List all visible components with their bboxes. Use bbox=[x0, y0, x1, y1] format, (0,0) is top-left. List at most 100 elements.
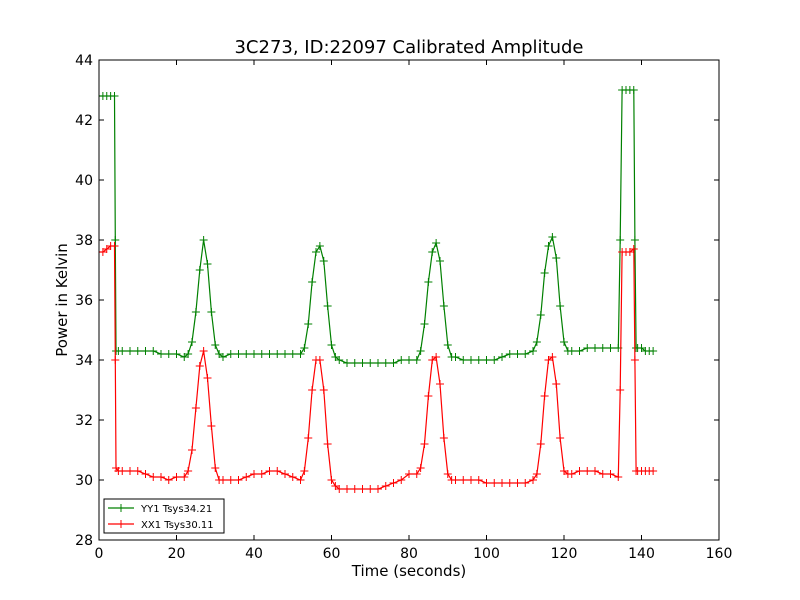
data-point bbox=[567, 470, 576, 478]
data-point bbox=[532, 470, 541, 478]
y-tick-label: 42 bbox=[75, 113, 93, 129]
data-point bbox=[273, 350, 282, 358]
data-point bbox=[184, 350, 193, 358]
data-point bbox=[567, 347, 576, 355]
data-point bbox=[540, 269, 549, 277]
data-point bbox=[323, 302, 332, 310]
data-point bbox=[184, 467, 193, 475]
data-point bbox=[366, 485, 375, 493]
data-point bbox=[616, 386, 625, 394]
data-point bbox=[265, 350, 274, 358]
data-point bbox=[296, 350, 305, 358]
data-point bbox=[416, 464, 425, 472]
data-point bbox=[312, 248, 320, 256]
data-point bbox=[111, 356, 120, 364]
data-point bbox=[234, 350, 243, 358]
x-tick-label: 20 bbox=[168, 546, 186, 562]
data-point bbox=[191, 404, 200, 412]
data-point bbox=[412, 470, 421, 478]
data-point bbox=[126, 467, 134, 475]
data-point bbox=[149, 347, 158, 355]
data-point bbox=[211, 341, 220, 349]
data-point bbox=[219, 353, 227, 361]
data-point bbox=[350, 359, 359, 367]
data-point bbox=[490, 356, 499, 364]
data-point bbox=[544, 242, 553, 250]
legend-box bbox=[103, 498, 225, 534]
data-point bbox=[532, 338, 541, 346]
data-point bbox=[350, 485, 359, 493]
data-point bbox=[164, 350, 173, 358]
data-point bbox=[343, 359, 351, 367]
data-point bbox=[110, 242, 119, 250]
data-point bbox=[374, 485, 382, 493]
data-point bbox=[195, 362, 204, 370]
data-point bbox=[335, 356, 344, 364]
data-point bbox=[436, 257, 444, 265]
data-point bbox=[188, 338, 196, 346]
data-point bbox=[327, 341, 336, 349]
data-point bbox=[614, 473, 623, 481]
data-point bbox=[111, 236, 120, 244]
legend-entry-label: YY1 Tsys34.21 bbox=[140, 504, 212, 515]
data-point bbox=[552, 380, 561, 388]
data-point bbox=[505, 479, 514, 487]
data-point bbox=[432, 353, 441, 361]
y-axis: 28 30 32 34 36 38 40 42 44 bbox=[75, 53, 719, 549]
data-point bbox=[219, 476, 227, 484]
data-point bbox=[319, 257, 328, 265]
data-point bbox=[552, 254, 561, 262]
data-point bbox=[358, 359, 367, 367]
y-tick-label: 38 bbox=[75, 233, 93, 249]
data-point bbox=[521, 350, 530, 358]
data-point bbox=[308, 278, 317, 286]
data-point bbox=[304, 320, 313, 328]
legend-marker bbox=[117, 504, 125, 512]
y-tick-label: 36 bbox=[75, 293, 93, 309]
data-point bbox=[548, 353, 557, 361]
data-point bbox=[416, 347, 425, 355]
legend-marker bbox=[117, 520, 125, 528]
data-point bbox=[133, 347, 142, 355]
legend-entries: YY1 Tsys34.21 XX1 Tsys30.11 bbox=[108, 504, 214, 531]
data-point bbox=[424, 278, 433, 286]
data-point bbox=[490, 479, 499, 487]
data-point bbox=[439, 434, 448, 442]
data-point bbox=[474, 476, 483, 484]
data-point bbox=[630, 356, 639, 364]
data-point bbox=[141, 470, 150, 478]
data-point bbox=[141, 347, 150, 355]
data-point bbox=[420, 440, 429, 448]
y-tick-label: 32 bbox=[75, 413, 93, 429]
data-point bbox=[265, 467, 274, 475]
data-point bbox=[556, 302, 565, 310]
x-tick-label: 0 bbox=[95, 546, 104, 562]
data-point bbox=[199, 347, 208, 355]
data-point bbox=[424, 392, 433, 400]
data-point bbox=[133, 467, 142, 475]
data-point bbox=[157, 350, 165, 358]
data-point bbox=[149, 473, 158, 481]
data-point bbox=[126, 347, 134, 355]
data-point bbox=[575, 467, 584, 475]
data-point bbox=[529, 476, 537, 484]
data-point bbox=[315, 356, 324, 364]
data-point bbox=[630, 236, 639, 244]
y-tick-label: 44 bbox=[75, 53, 93, 69]
data-point bbox=[536, 311, 545, 319]
data-point bbox=[575, 347, 584, 355]
data-point bbox=[629, 245, 638, 253]
data-point bbox=[315, 242, 324, 250]
data-point bbox=[591, 344, 599, 352]
data-point bbox=[583, 467, 592, 475]
data-point bbox=[397, 476, 406, 484]
data-point bbox=[482, 479, 491, 487]
data-point bbox=[443, 470, 452, 478]
x-tick-label: 40 bbox=[245, 546, 263, 562]
data-point bbox=[273, 467, 282, 475]
data-point bbox=[591, 467, 599, 475]
data-point bbox=[513, 479, 522, 487]
data-point bbox=[629, 86, 638, 94]
series-layer bbox=[99, 86, 658, 493]
data-point bbox=[451, 476, 460, 484]
